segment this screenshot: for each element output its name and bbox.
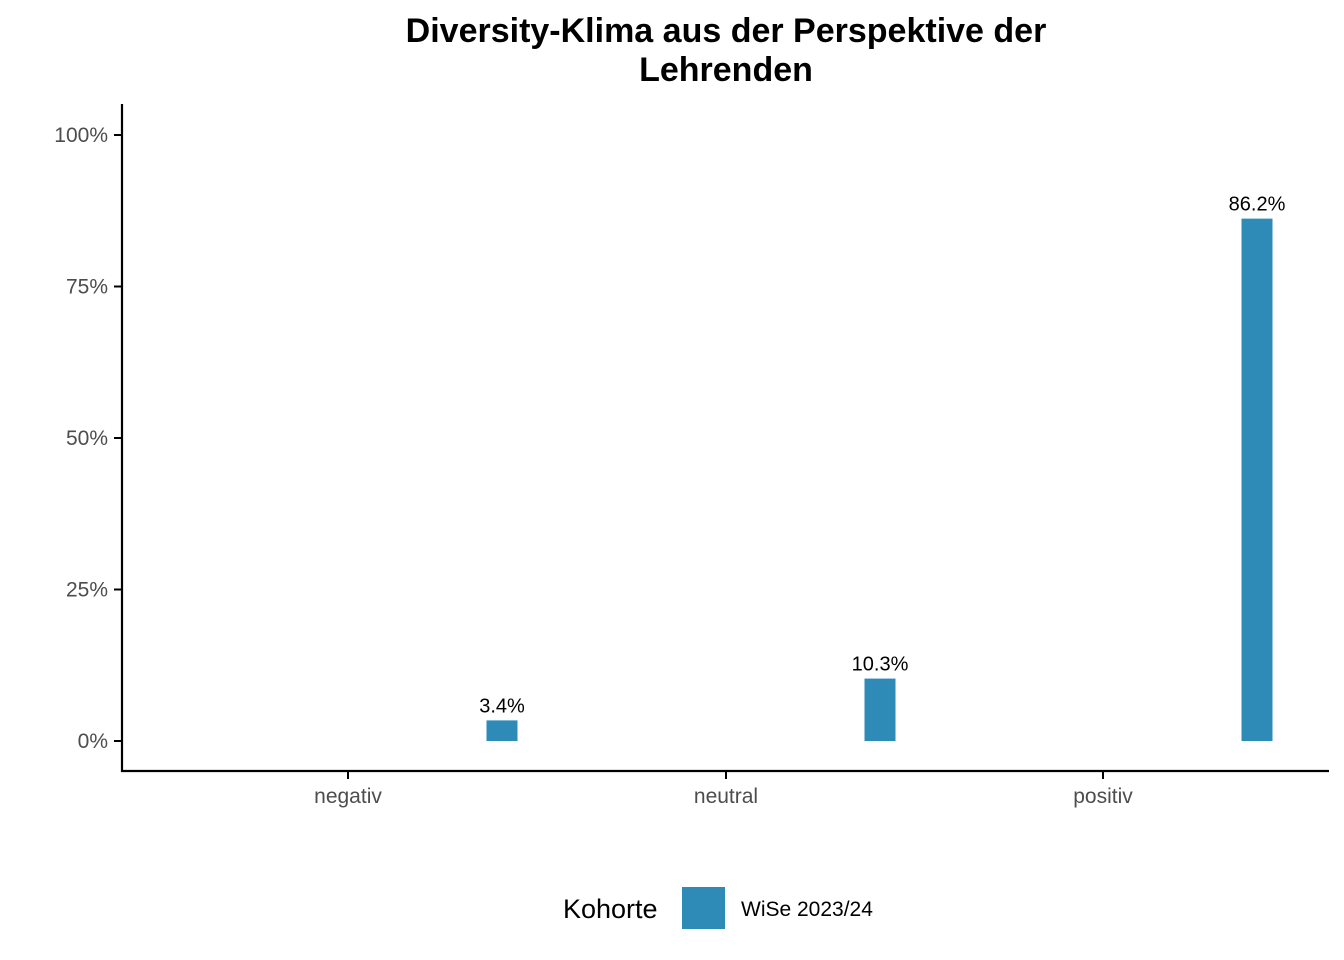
x-tick-label-neutral: neutral: [694, 785, 758, 808]
y-tick-label: 100%: [54, 124, 108, 147]
legend-title: Kohorte: [563, 894, 658, 924]
legend: Kohorte WiSe 2023/24: [563, 887, 873, 929]
legend-key-wise-2023-24: [682, 887, 725, 929]
bar-neutral: [864, 678, 896, 741]
chart-title-line-2: Lehrenden: [639, 51, 813, 89]
chart-title-line-1: Diversity-Klima aus der Perspektive der: [406, 12, 1047, 50]
data-label-negativ: 3.4%: [479, 695, 525, 717]
y-tick-label: 0%: [78, 730, 108, 753]
plot-area: 3.4% 10.3% 86.2%: [479, 194, 1286, 742]
x-tick-label-negativ: negativ: [314, 785, 382, 808]
x-axis-ticks: negativ neutral positiv: [314, 771, 1133, 808]
y-axis-ticks: 0% 25% 50% 75% 100%: [54, 124, 122, 753]
bar-negativ: [486, 720, 518, 741]
y-tick-label: 50%: [66, 427, 108, 450]
data-label-neutral: 10.3%: [852, 654, 909, 676]
bar-positiv: [1241, 218, 1273, 742]
x-tick-label-positiv: positiv: [1073, 785, 1133, 808]
y-tick-label: 25%: [66, 579, 108, 602]
legend-label-wise-2023-24: WiSe 2023/24: [741, 898, 873, 921]
y-tick-label: 75%: [66, 276, 108, 299]
data-label-positiv: 86.2%: [1229, 194, 1286, 216]
